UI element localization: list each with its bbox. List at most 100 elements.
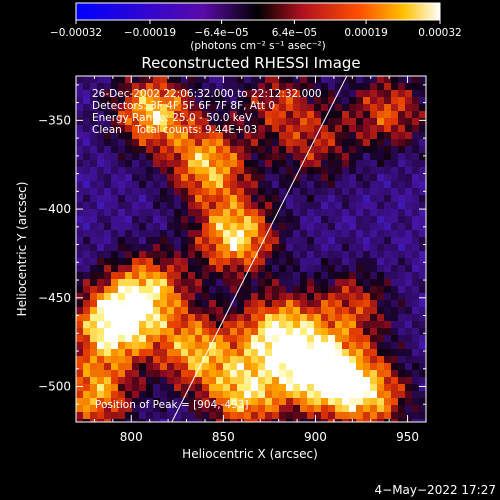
heatmap-cell [370, 321, 377, 328]
x-tick-label: 950 [396, 430, 419, 444]
heatmap-cell [398, 300, 405, 307]
heatmap-cell [412, 83, 419, 90]
heatmap-cell [153, 363, 160, 370]
heatmap-cell [223, 216, 230, 223]
heatmap-cell [104, 83, 111, 90]
heatmap-cell [125, 202, 132, 209]
heatmap-cell [118, 370, 125, 377]
heatmap-cell [321, 202, 328, 209]
heatmap-cell [293, 307, 300, 314]
heatmap-cell [391, 356, 398, 363]
heatmap-cell [153, 195, 160, 202]
heatmap-cell [237, 202, 244, 209]
heatmap-cell [244, 405, 251, 412]
heatmap-cell [230, 356, 237, 363]
heatmap-cell [90, 286, 97, 293]
heatmap-cell [321, 125, 328, 132]
heatmap-cell [230, 300, 237, 307]
heatmap-cell [195, 391, 202, 398]
heatmap-cell [97, 286, 104, 293]
heatmap-cell [216, 146, 223, 153]
heatmap-cell [349, 174, 356, 181]
heatmap-cell [251, 104, 258, 111]
heatmap-cell [286, 181, 293, 188]
heatmap-cell [335, 314, 342, 321]
heatmap-cell [391, 76, 398, 83]
heatmap-cell [272, 90, 279, 97]
heatmap-cell [146, 405, 153, 412]
heatmap-cell [293, 167, 300, 174]
heatmap-cell [321, 328, 328, 335]
heatmap-cell [342, 237, 349, 244]
heatmap-cell [132, 97, 139, 104]
heatmap-cell [265, 384, 272, 391]
heatmap-cell [419, 328, 426, 335]
heatmap-cell [384, 293, 391, 300]
heatmap-cell [237, 342, 244, 349]
heatmap-cell [321, 356, 328, 363]
heatmap-cell [419, 244, 426, 251]
heatmap-cell [139, 223, 146, 230]
heatmap-cell [384, 160, 391, 167]
heatmap-cell [216, 363, 223, 370]
heatmap-cell [139, 412, 146, 419]
heatmap-cell [391, 237, 398, 244]
heatmap-cell [272, 328, 279, 335]
heatmap-cell [251, 356, 258, 363]
heatmap-cell [321, 251, 328, 258]
heatmap-cell [412, 174, 419, 181]
heatmap-cell [258, 391, 265, 398]
heatmap-cell [314, 118, 321, 125]
heatmap-cell [251, 412, 258, 419]
heatmap-cell [384, 349, 391, 356]
heatmap-cell [279, 377, 286, 384]
heatmap-cell [321, 104, 328, 111]
heatmap-cell [188, 195, 195, 202]
heatmap-cell [237, 405, 244, 412]
heatmap-cell [153, 265, 160, 272]
heatmap-cell [209, 167, 216, 174]
heatmap-cell [244, 363, 251, 370]
heatmap-cell [76, 419, 83, 422]
heatmap-cell [125, 293, 132, 300]
heatmap-cell [258, 405, 265, 412]
heatmap-cell [83, 153, 90, 160]
heatmap-cell [328, 370, 335, 377]
heatmap-cell [405, 419, 412, 422]
heatmap-cell [405, 76, 412, 83]
heatmap-cell [216, 377, 223, 384]
heatmap-cell [209, 195, 216, 202]
heatmap-cell [111, 293, 118, 300]
heatmap-cell [314, 384, 321, 391]
heatmap-cell [111, 237, 118, 244]
heatmap-cell [279, 314, 286, 321]
heatmap-cell [391, 160, 398, 167]
heatmap-cell [188, 356, 195, 363]
heatmap-cell [356, 384, 363, 391]
heatmap-cell [216, 370, 223, 377]
heatmap-cell [363, 391, 370, 398]
heatmap-cell [419, 272, 426, 279]
heatmap-cell [307, 321, 314, 328]
heatmap-cell [167, 286, 174, 293]
heatmap-cell [153, 244, 160, 251]
heatmap-cell [286, 118, 293, 125]
heatmap-cell [195, 328, 202, 335]
heatmap-cell [384, 223, 391, 230]
heatmap-cell [265, 83, 272, 90]
heatmap-cell [223, 356, 230, 363]
heatmap-cell [251, 244, 258, 251]
heatmap-cell [160, 398, 167, 405]
heatmap-cell [286, 146, 293, 153]
heatmap-cell [300, 174, 307, 181]
heatmap-cell [349, 146, 356, 153]
heatmap-cell [363, 384, 370, 391]
heatmap-cell [237, 384, 244, 391]
heatmap-cell [153, 132, 160, 139]
heatmap-cell [419, 209, 426, 216]
heatmap-cell [83, 167, 90, 174]
heatmap-cell [370, 244, 377, 251]
heatmap-cell [230, 251, 237, 258]
heatmap-cell [419, 412, 426, 419]
heatmap-cell [153, 335, 160, 342]
